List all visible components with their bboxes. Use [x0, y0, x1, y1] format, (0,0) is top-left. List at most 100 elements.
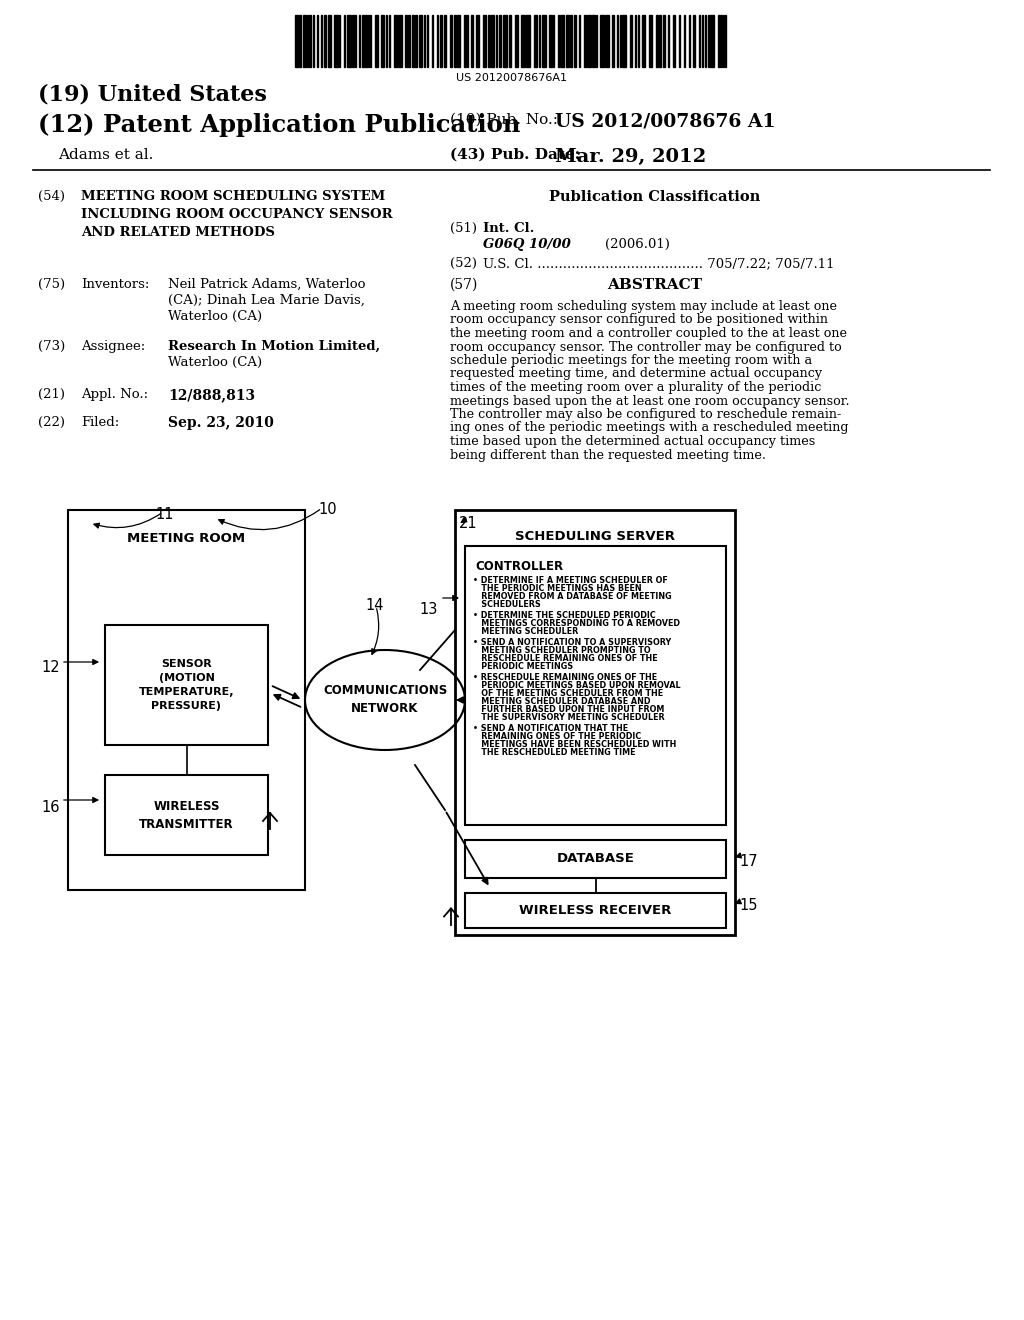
Text: 14: 14 [365, 598, 384, 612]
Text: MEETINGS HAVE BEEN RESCHEDULED WITH: MEETINGS HAVE BEEN RESCHEDULED WITH [473, 741, 677, 748]
Text: • SEND A NOTIFICATION THAT THE: • SEND A NOTIFICATION THAT THE [473, 723, 628, 733]
Bar [347, 15, 351, 67]
Bar [328, 15, 331, 67]
Text: (51): (51) [450, 222, 477, 235]
Bar [398, 15, 402, 67]
Text: room occupancy sensor configured to be positioned within: room occupancy sensor configured to be p… [450, 314, 828, 326]
Bar [465, 894, 726, 928]
Text: U.S. Cl. ....................................... 705/7.22; 705/7.11: U.S. Cl. ...............................… [483, 257, 835, 271]
Bar [415, 15, 417, 67]
Text: Appl. No.:: Appl. No.: [81, 388, 148, 401]
Bar [600, 15, 604, 67]
Text: schedule periodic meetings for the meeting room with a: schedule periodic meetings for the meeti… [450, 354, 812, 367]
Text: Sep. 23, 2010: Sep. 23, 2010 [168, 416, 273, 430]
Text: (22): (22) [38, 416, 65, 429]
Text: Neil Patrick Adams, Waterloo: Neil Patrick Adams, Waterloo [168, 279, 366, 290]
Bar [673, 15, 675, 67]
Text: Assignee:: Assignee: [81, 341, 145, 352]
Text: (52): (52) [450, 257, 477, 271]
Text: Research In Motion Limited,: Research In Motion Limited, [168, 341, 380, 352]
Text: CONTROLLER: CONTROLLER [475, 560, 563, 573]
Bar [303, 15, 306, 67]
Bar [612, 15, 614, 67]
Text: Waterloo (CA): Waterloo (CA) [168, 356, 262, 370]
Text: 17: 17 [739, 854, 758, 869]
Text: REMOVED FROM A DATABASE OF MEETING: REMOVED FROM A DATABASE OF MEETING [473, 591, 672, 601]
Text: DATABASE: DATABASE [557, 853, 635, 866]
Bar [656, 15, 658, 67]
Text: Waterloo (CA): Waterloo (CA) [168, 310, 262, 323]
Text: Mar. 29, 2012: Mar. 29, 2012 [555, 148, 707, 166]
Bar [381, 15, 384, 67]
Bar [334, 15, 338, 67]
Bar [406, 15, 407, 67]
Bar [710, 15, 714, 67]
Bar [509, 15, 511, 67]
Bar [592, 15, 595, 67]
Text: WIRELESS RECEIVER: WIRELESS RECEIVER [519, 904, 672, 917]
Text: THE SUPERVISORY MEETING SCHEDULER: THE SUPERVISORY MEETING SCHEDULER [473, 713, 665, 722]
Text: PERIODIC MEETINGS BASED UPON REMOVAL: PERIODIC MEETINGS BASED UPON REMOVAL [473, 681, 681, 690]
Text: (2006.01): (2006.01) [605, 238, 670, 251]
Text: time based upon the determined actual occupancy times: time based upon the determined actual oc… [450, 436, 815, 447]
Text: meetings based upon the at least one room occupancy sensor.: meetings based upon the at least one roo… [450, 395, 850, 408]
Bar [558, 15, 560, 67]
Text: Filed:: Filed: [81, 416, 119, 429]
Bar [622, 15, 626, 67]
Text: 10: 10 [318, 502, 337, 517]
Bar [450, 15, 452, 67]
Bar [483, 15, 486, 67]
Text: Inventors:: Inventors: [81, 279, 150, 290]
Text: • DETERMINE IF A MEETING SCHEDULER OF: • DETERMINE IF A MEETING SCHEDULER OF [473, 576, 668, 585]
Bar [295, 15, 298, 67]
Text: • SEND A NOTIFICATION TO A SUPERVISORY: • SEND A NOTIFICATION TO A SUPERVISORY [473, 638, 672, 647]
Text: (CA); Dinah Lea Marie Davis,: (CA); Dinah Lea Marie Davis, [168, 294, 365, 308]
Text: 13: 13 [420, 602, 438, 616]
Text: MEETING SCHEDULER: MEETING SCHEDULER [473, 627, 579, 636]
Bar [663, 15, 665, 67]
Bar [542, 15, 546, 67]
Text: (73): (73) [38, 341, 66, 352]
Bar [587, 15, 591, 67]
Bar [419, 15, 422, 67]
Bar [375, 15, 378, 67]
Text: 16: 16 [42, 800, 60, 814]
Bar [515, 15, 518, 67]
Text: 12/888,813: 12/888,813 [168, 388, 255, 403]
Bar [324, 15, 326, 67]
Text: THE PERIODIC MEETINGS HAS BEEN: THE PERIODIC MEETINGS HAS BEEN [473, 583, 642, 593]
Bar [362, 15, 364, 67]
Text: SENSOR
(MOTION
TEMPERATURE,
PRESSURE): SENSOR (MOTION TEMPERATURE, PRESSURE) [138, 659, 234, 711]
Text: MEETING SCHEDULER PROMPTING TO: MEETING SCHEDULER PROMPTING TO [473, 645, 650, 655]
Bar [465, 840, 726, 878]
Text: SCHEDULING SERVER: SCHEDULING SERVER [515, 531, 675, 543]
Bar [503, 15, 507, 67]
Bar [365, 15, 367, 67]
Text: (12) Patent Application Publication: (12) Patent Application Publication [38, 114, 520, 137]
Text: Int. Cl.: Int. Cl. [483, 222, 535, 235]
Bar [534, 15, 537, 67]
Text: ABSTRACT: ABSTRACT [607, 279, 702, 292]
Text: room occupancy sensor. The controller may be configured to: room occupancy sensor. The controller ma… [450, 341, 842, 354]
Text: MEETING ROOM SCHEDULING SYSTEM
INCLUDING ROOM OCCUPANCY SENSOR
AND RELATED METHO: MEETING ROOM SCHEDULING SYSTEM INCLUDING… [81, 190, 392, 239]
Bar [521, 15, 525, 67]
Text: (54): (54) [38, 190, 65, 203]
Text: MEETING SCHEDULER DATABASE AND: MEETING SCHEDULER DATABASE AND [473, 697, 650, 706]
Text: Adams et al.: Adams et al. [58, 148, 154, 162]
Bar [408, 15, 410, 67]
Bar [561, 15, 564, 67]
Bar [574, 15, 575, 67]
Text: MEETING ROOM: MEETING ROOM [127, 532, 246, 545]
Bar [605, 15, 609, 67]
Bar [440, 15, 442, 67]
Text: WIRELESS
TRANSMITTER: WIRELESS TRANSMITTER [139, 800, 233, 830]
Text: the meeting room and a controller coupled to the at least one: the meeting room and a controller couple… [450, 327, 847, 341]
Bar [693, 15, 695, 67]
Bar [455, 510, 735, 935]
Text: requested meeting time, and determine actual occupancy: requested meeting time, and determine ac… [450, 367, 822, 380]
Bar [476, 15, 479, 67]
Text: REMAINING ONES OF THE PERIODIC: REMAINING ONES OF THE PERIODIC [473, 733, 641, 741]
Text: (57): (57) [450, 279, 478, 292]
Text: THE RESCHEDULED MEETING TIME: THE RESCHEDULED MEETING TIME [473, 748, 636, 756]
Text: US 2012/0078676 A1: US 2012/0078676 A1 [555, 114, 775, 131]
